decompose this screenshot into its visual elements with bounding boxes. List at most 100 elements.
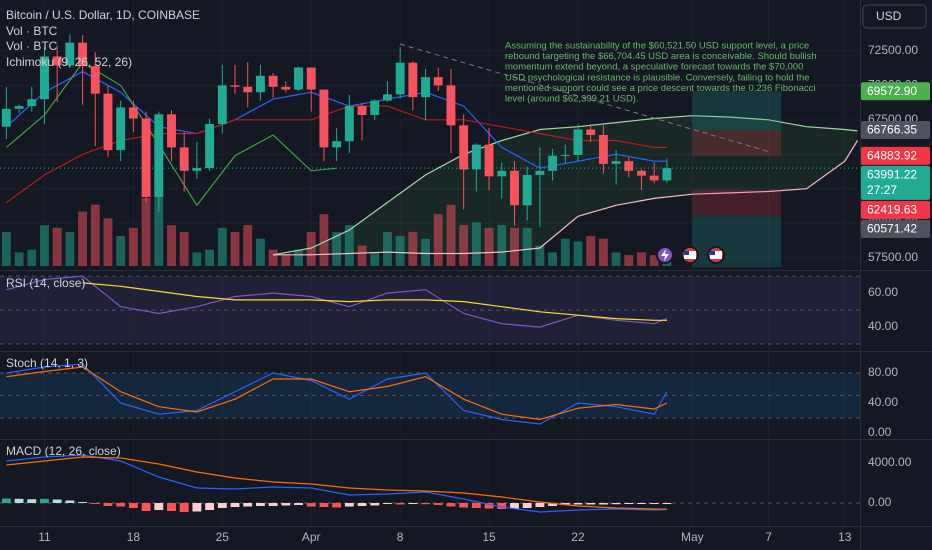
indicator-title: Stoch (14, 1, 3): [6, 356, 88, 370]
histogram-bar: [408, 503, 418, 504]
histogram-bar: [433, 503, 443, 505]
volume-bar: [306, 231, 316, 266]
volume-bar: [205, 249, 215, 266]
indicator-band: [0, 276, 860, 345]
volume-bar: [471, 222, 481, 266]
x-tick-label: Apr: [302, 530, 321, 544]
candle-body: [421, 77, 430, 98]
y-tick-label: 60.00: [868, 285, 898, 299]
histogram-bar: [332, 503, 342, 508]
candle-body: [319, 89, 329, 148]
indicator-title: MACD (12, 26, close): [6, 444, 121, 458]
candle-body: [65, 42, 75, 66]
candle-body: [611, 161, 621, 164]
candle-body: [78, 42, 88, 67]
histogram-bar: [421, 503, 430, 505]
volume-bar: [294, 249, 303, 266]
candle-body: [179, 147, 189, 171]
candle-body: [344, 106, 354, 142]
candle-body: [357, 106, 367, 116]
price-tag: [861, 146, 930, 165]
candle-body: [497, 170, 507, 177]
x-tick-label: 25: [216, 530, 230, 544]
indicator-line: [6, 454, 667, 513]
annotation-line: momentum extend beyond, a speculative fo…: [505, 62, 803, 73]
candle-body: [243, 86, 253, 93]
x-tick-label: 8: [397, 530, 404, 544]
histogram-bar: [268, 503, 278, 506]
candle-body: [332, 141, 342, 148]
x-tick-label: 15: [482, 530, 496, 544]
volume-bar: [217, 227, 227, 266]
candle-body: [294, 67, 303, 90]
volume-bar: [230, 231, 240, 266]
histogram-bar: [598, 503, 608, 505]
candle-body: [141, 118, 151, 197]
volume-bar: [65, 231, 75, 266]
volume-bar: [459, 225, 469, 266]
histogram-bar: [560, 503, 570, 505]
position-zone: [692, 91, 782, 130]
histogram-bar: [510, 503, 519, 509]
indicator-line: [6, 366, 668, 421]
volume-bar: [179, 231, 189, 266]
candle-body: [510, 170, 519, 206]
volume-bar: [395, 236, 405, 266]
legend-item: Vol · BTC: [6, 39, 58, 53]
volume-bar: [497, 225, 507, 266]
volume-bar: [573, 241, 583, 266]
volume-bar: [128, 227, 138, 266]
candle-body: [637, 170, 646, 176]
histogram-bar: [306, 503, 316, 507]
y-tick-label: 4000.00: [868, 455, 912, 469]
candle-body: [446, 85, 456, 126]
histogram-bar: [78, 502, 88, 503]
histogram-bar: [319, 503, 329, 507]
price-tag-label: 66766.35: [867, 123, 917, 137]
currency-button[interactable]: [862, 4, 927, 29]
volume-bar: [611, 252, 621, 266]
histogram-bar: [128, 503, 138, 508]
annotation-line: USD psychological resistance is plausibl…: [505, 72, 810, 83]
candle-body: [662, 168, 672, 181]
histogram-bar: [459, 503, 469, 508]
position-zone: [692, 189, 782, 216]
price-tag: [861, 120, 930, 139]
y-tick-label: 0.00: [868, 425, 892, 439]
volume-bar: [548, 252, 558, 266]
volume-bar: [27, 249, 37, 266]
position-zone: [692, 215, 782, 268]
histogram-bar: [243, 503, 253, 507]
volume-bar: [154, 191, 164, 266]
volume-bar: [319, 214, 329, 266]
volume-bar: [408, 231, 418, 266]
indicator-band: [0, 372, 860, 418]
volume-bar: [560, 238, 570, 266]
histogram-bar: [90, 503, 100, 504]
volume-bar: [344, 225, 354, 266]
x-tick-label: May: [681, 530, 704, 544]
volume-bar: [357, 245, 367, 266]
x-tick-label: 13: [838, 530, 852, 544]
event-icon-glyph: [661, 249, 669, 261]
legend-item: Ichimoku (9, 26, 52, 26): [6, 55, 132, 69]
volume-bar: [522, 227, 532, 266]
candle-body: [52, 56, 62, 66]
price-tag-label: 69572.90: [867, 84, 917, 98]
price-countdown: 27:27: [867, 183, 897, 197]
histogram-bar: [624, 503, 634, 504]
volume-bar: [268, 249, 278, 266]
volume-bar: [281, 255, 291, 266]
candle-body: [268, 75, 278, 87]
candle-body: [382, 94, 392, 101]
histogram-bar: [370, 503, 380, 506]
histogram-bar: [179, 503, 189, 512]
candle-body: [560, 154, 570, 156]
candle-body: [573, 129, 583, 155]
event-icon-glyph: [684, 251, 696, 259]
candle-body: [1, 108, 11, 127]
currency-label[interactable]: USD: [876, 9, 902, 23]
histogram-bar: [484, 503, 494, 509]
